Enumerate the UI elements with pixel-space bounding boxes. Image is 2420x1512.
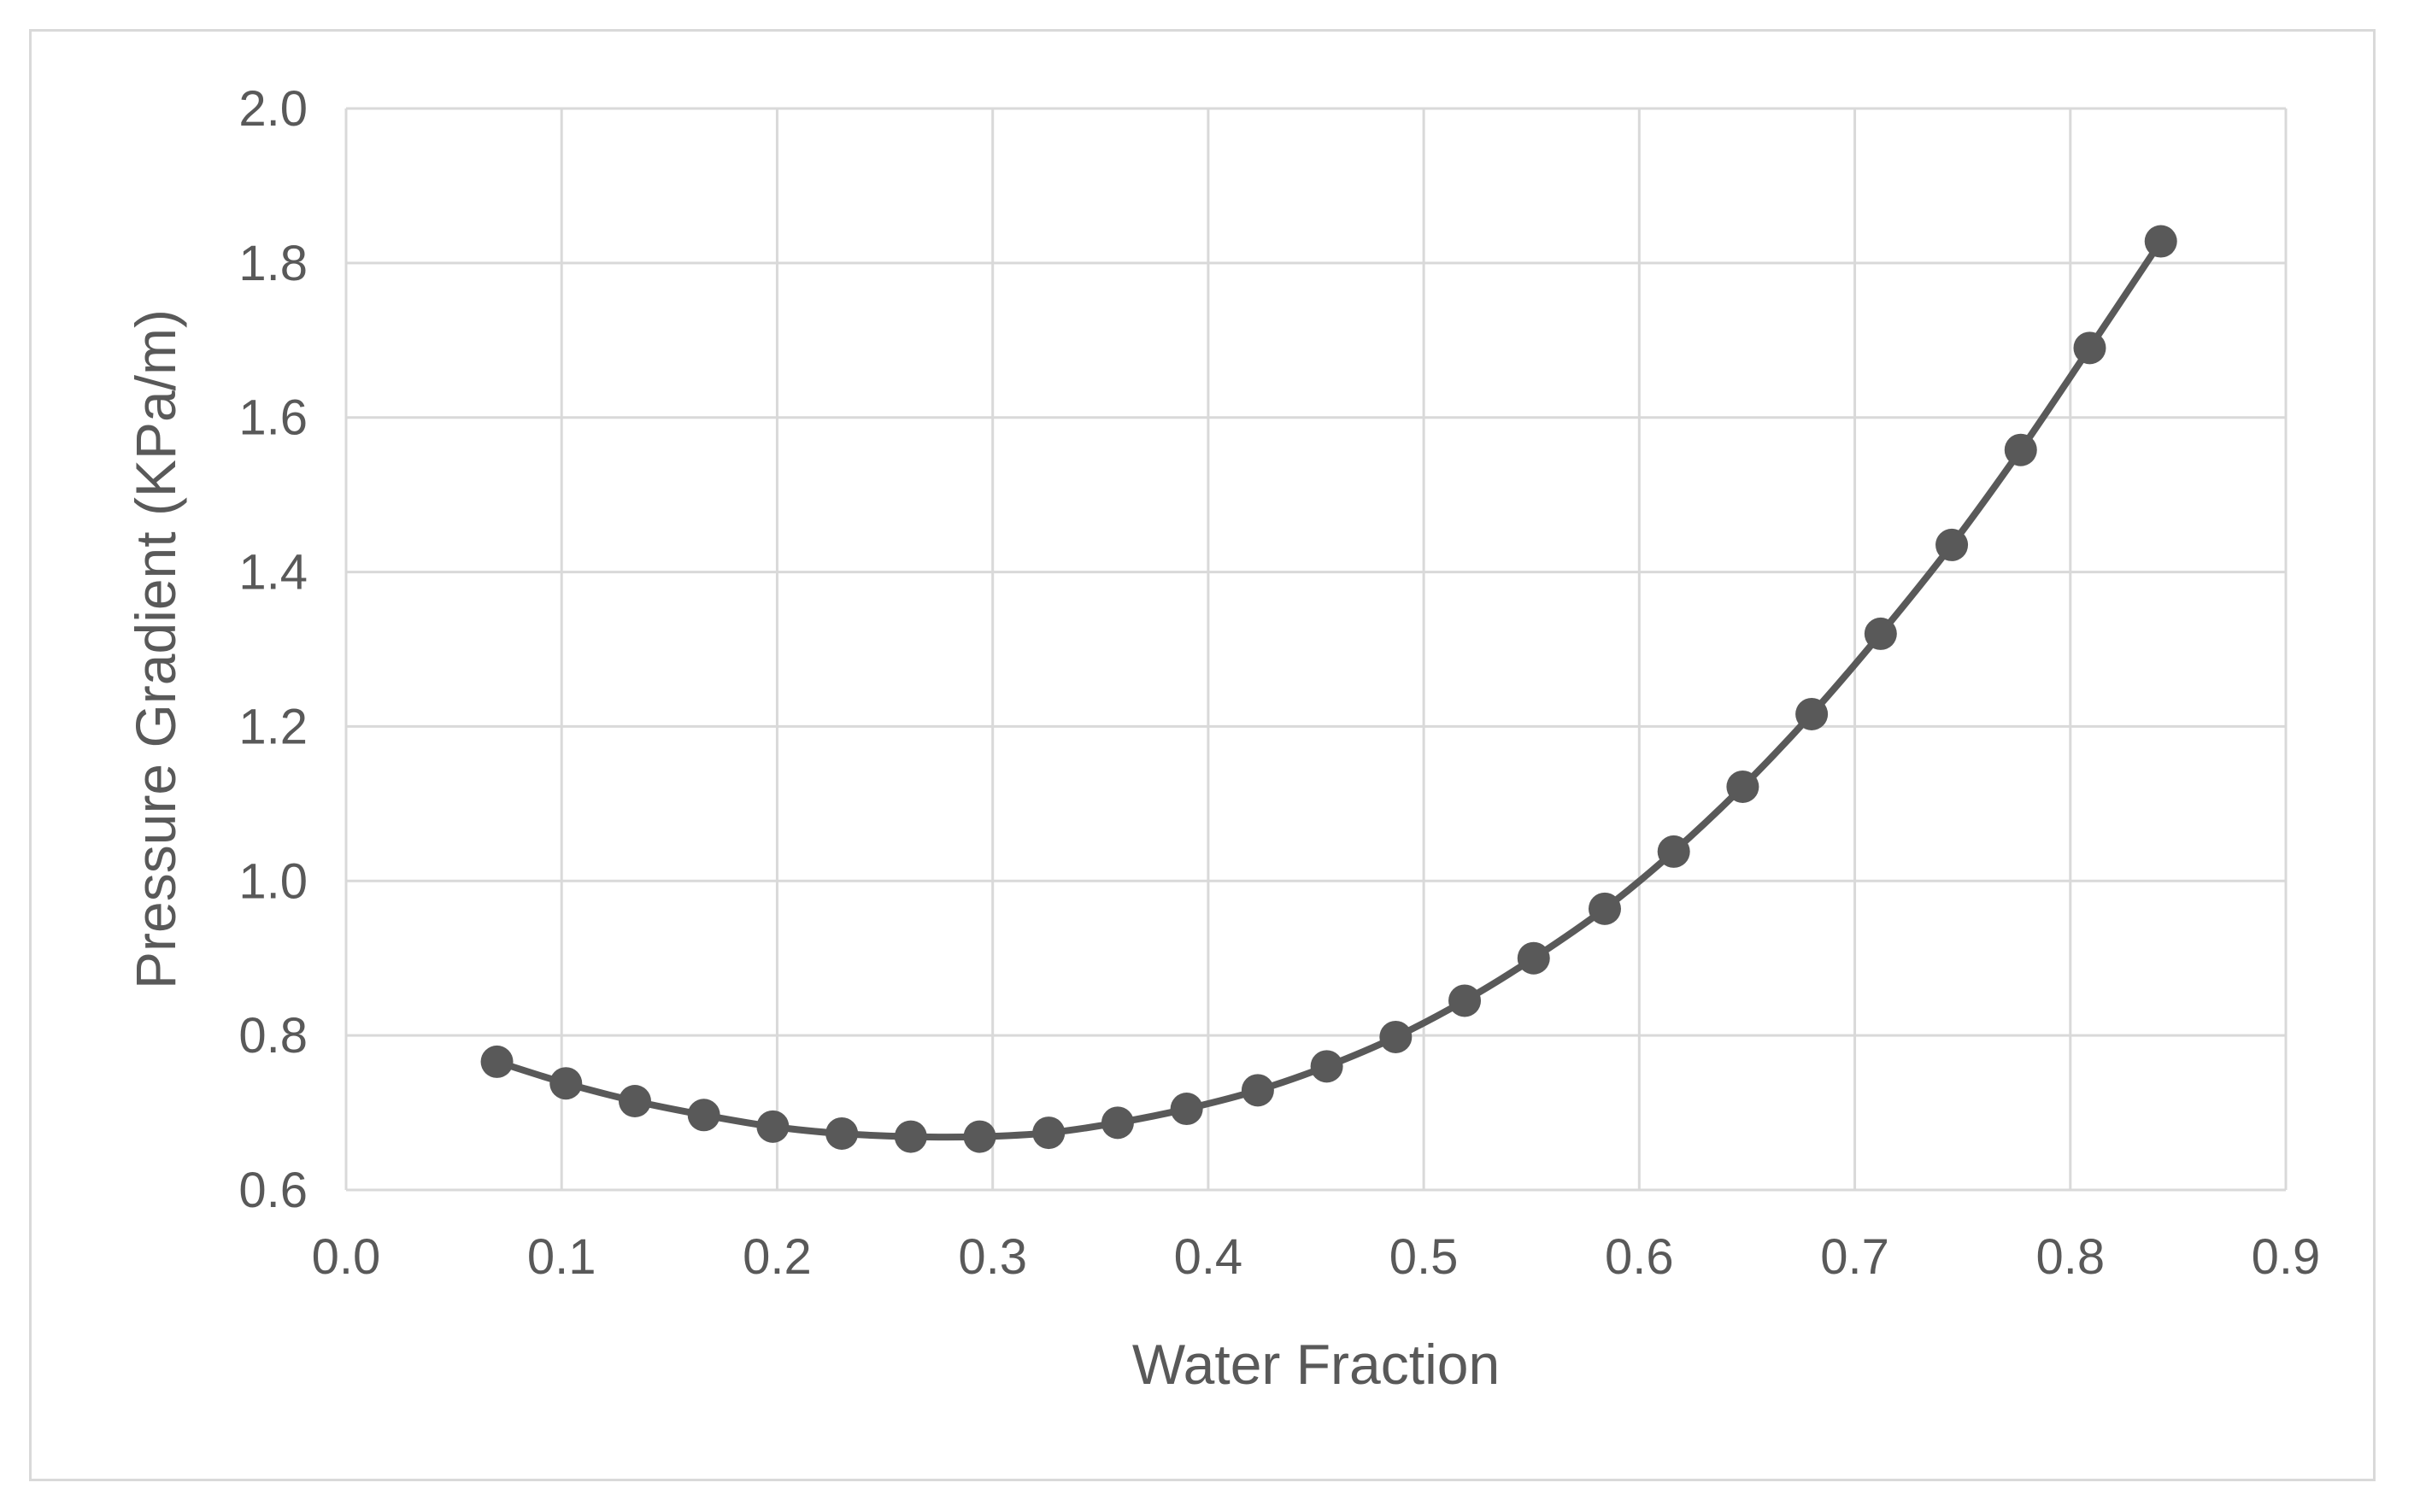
- data-point: [894, 1120, 927, 1153]
- data-point: [2073, 331, 2106, 365]
- x-tick-label: 0.8: [2035, 1229, 2105, 1285]
- data-point: [825, 1116, 859, 1150]
- data-point: [1864, 617, 1897, 650]
- data-point: [2144, 225, 2177, 258]
- data-series: [480, 225, 2177, 1153]
- data-point: [1241, 1074, 1274, 1107]
- chart-frame: [29, 29, 2376, 1481]
- y-tick-label: 0.8: [238, 1008, 308, 1064]
- data-point: [1170, 1093, 1203, 1126]
- x-tick-label: 0.5: [1389, 1229, 1459, 1285]
- data-point: [963, 1120, 996, 1153]
- data-point: [1795, 697, 1829, 730]
- data-point: [1101, 1106, 1134, 1140]
- x-tick-label: 0.7: [1820, 1229, 1889, 1285]
- y-tick-label: 1.6: [238, 390, 308, 446]
- data-point: [1310, 1050, 1343, 1083]
- data-point: [549, 1067, 583, 1100]
- y-tick-label: 1.8: [238, 236, 308, 291]
- data-point: [618, 1085, 651, 1118]
- data-point: [1448, 984, 1482, 1017]
- x-tick-label: 0.4: [1174, 1229, 1243, 1285]
- data-point: [756, 1110, 790, 1143]
- y-tick-label: 2.0: [238, 81, 308, 137]
- data-point: [1935, 528, 1969, 561]
- data-point: [1379, 1020, 1413, 1053]
- data-point: [2004, 433, 2037, 466]
- gridlines: [346, 107, 2288, 1190]
- y-tick-label: 1.0: [238, 853, 308, 909]
- x-tick-label: 0.2: [743, 1229, 812, 1285]
- tick-labels: 0.0 0.1 0.2 0.3 0.4 0.5 0.6 0.7 0.8 0.9 0.6 0.8 1.0 1…: [238, 81, 2320, 1285]
- y-axis-title: Pressure Gradient (KPa/m): [124, 309, 187, 989]
- x-tick-label: 0.0: [312, 1229, 381, 1285]
- data-point: [1726, 770, 1759, 803]
- x-tick-label: 0.1: [527, 1229, 596, 1285]
- data-point: [687, 1099, 720, 1132]
- axes: [344, 108, 2286, 1192]
- data-point: [1517, 941, 1550, 975]
- data-point: [1588, 892, 1621, 925]
- data-point: [1657, 835, 1690, 868]
- x-tick-label: 0.6: [1605, 1229, 1674, 1285]
- y-tick-label: 1.4: [238, 545, 308, 601]
- x-axis-title: Water Fraction: [1132, 1333, 1500, 1396]
- x-tick-label: 0.3: [958, 1229, 1027, 1285]
- data-point: [1032, 1116, 1066, 1150]
- series-line: [496, 239, 2164, 1141]
- data-point: [480, 1045, 514, 1078]
- x-tick-label: 0.9: [2252, 1229, 2321, 1285]
- y-tick-label: 1.2: [238, 699, 308, 754]
- y-tick-label: 0.6: [238, 1163, 308, 1218]
